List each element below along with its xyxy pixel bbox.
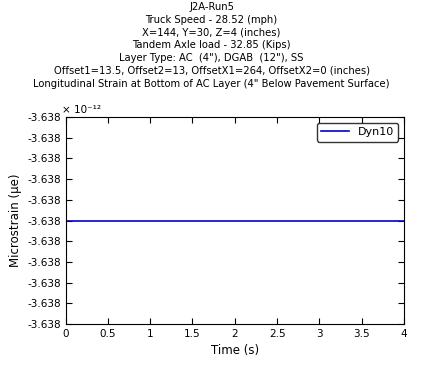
Dyn10 — [63, 218, 68, 223]
Dyn10 — [212, 218, 217, 223]
Legend: Dyn10: Dyn10 — [316, 123, 398, 142]
Dyn10 — [333, 218, 338, 223]
Text: × 10⁻¹²: × 10⁻¹² — [62, 105, 101, 115]
Text: J2A-Run5
Truck Speed - 28.52 (mph)
X=144, Y=30, Z=4 (inches)
Tandem Axle load - : J2A-Run5 Truck Speed - 28.52 (mph) X=144… — [33, 2, 390, 89]
Dyn10 — [401, 218, 407, 223]
Dyn10 — [98, 218, 103, 223]
Y-axis label: Microstrain (μe): Microstrain (μe) — [8, 174, 22, 267]
Dyn10 — [200, 218, 205, 223]
Dyn10 — [327, 218, 332, 223]
X-axis label: Time (s): Time (s) — [211, 344, 259, 357]
Dyn10 — [295, 218, 300, 223]
